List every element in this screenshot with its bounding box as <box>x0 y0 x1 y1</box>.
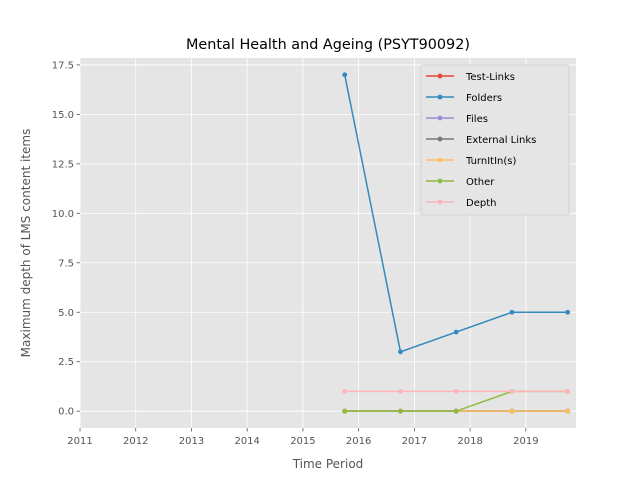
x-tick-label: 2018 <box>457 436 482 447</box>
legend-label: Depth <box>466 198 496 209</box>
data-point <box>398 349 403 355</box>
legend-swatch-marker <box>437 199 443 205</box>
legend-label: External Links <box>466 135 536 146</box>
data-point <box>565 408 571 414</box>
legend-swatch-marker <box>437 157 443 163</box>
legend-swatch-marker <box>437 136 443 142</box>
x-tick-label: 2014 <box>234 436 259 447</box>
y-tick-label: 5.0 <box>58 308 74 319</box>
chart-title: Mental Health and Ageing (PSYT90092) <box>186 37 470 53</box>
x-tick-label: 2012 <box>123 436 148 447</box>
data-point <box>342 72 348 78</box>
legend-swatch-marker <box>437 115 443 121</box>
x-tick-label: 2015 <box>290 436 315 447</box>
legend-item: Test-Links <box>426 72 515 83</box>
y-tick-label: 2.5 <box>58 357 74 368</box>
x-tick-label: 2019 <box>513 436 538 447</box>
data-point <box>565 388 571 394</box>
data-point <box>398 408 403 414</box>
series-line <box>342 388 571 394</box>
legend-item: TurnItIn(s) <box>426 156 516 167</box>
data-point <box>509 309 515 315</box>
legend-label: Test-Links <box>465 72 515 83</box>
y-tick-label: 12.5 <box>52 159 74 170</box>
data-point <box>398 388 403 394</box>
legend-item: Files <box>426 114 488 125</box>
legend-box <box>420 64 570 216</box>
x-axis-label: Time Period <box>292 457 364 471</box>
x-tick-label: 2013 <box>179 436 204 447</box>
data-point <box>453 408 459 414</box>
legend-item: Other <box>426 177 495 188</box>
y-axis-ticks: 0.0 2.5 5.0 7.5 10.0 12.5 15.0 17.5 <box>52 60 80 418</box>
legend: Test-Links Folders Files External Links Turn… <box>420 64 570 216</box>
legend-label: TurnItIn(s) <box>465 156 516 167</box>
series-lines <box>342 72 571 414</box>
data-point <box>453 388 459 394</box>
x-tick-label: 2011 <box>67 436 92 447</box>
legend-swatch-marker <box>437 73 443 79</box>
legend-label: Files <box>466 114 488 125</box>
x-tick-label: 2017 <box>402 436 427 447</box>
y-tick-label: 7.5 <box>58 258 74 269</box>
legend-swatch-marker <box>437 94 443 100</box>
x-axis-ticks: 2011 2012 2013 2014 2015 2016 2017 2018 2019 <box>67 428 539 447</box>
legend-label: Other <box>466 177 495 188</box>
legend-label: Folders <box>466 93 502 104</box>
y-axis-label: Maximum depth of LMS content items <box>19 129 33 358</box>
data-point <box>509 388 515 394</box>
legend-item: External Links <box>426 135 536 146</box>
data-point <box>453 329 459 335</box>
x-tick-label: 2016 <box>346 436 371 447</box>
legend-swatch-marker <box>437 178 443 184</box>
series-line <box>342 72 571 355</box>
legend-item: Folders <box>426 93 502 104</box>
data-point <box>509 408 515 414</box>
legend-item: Depth <box>426 198 496 209</box>
data-point <box>565 309 571 315</box>
y-tick-label: 10.0 <box>52 209 74 220</box>
y-tick-label: 17.5 <box>52 60 74 71</box>
data-point <box>342 408 348 414</box>
y-tick-label: 15.0 <box>52 110 74 121</box>
data-point <box>342 388 348 394</box>
y-tick-label: 0.0 <box>58 407 74 418</box>
